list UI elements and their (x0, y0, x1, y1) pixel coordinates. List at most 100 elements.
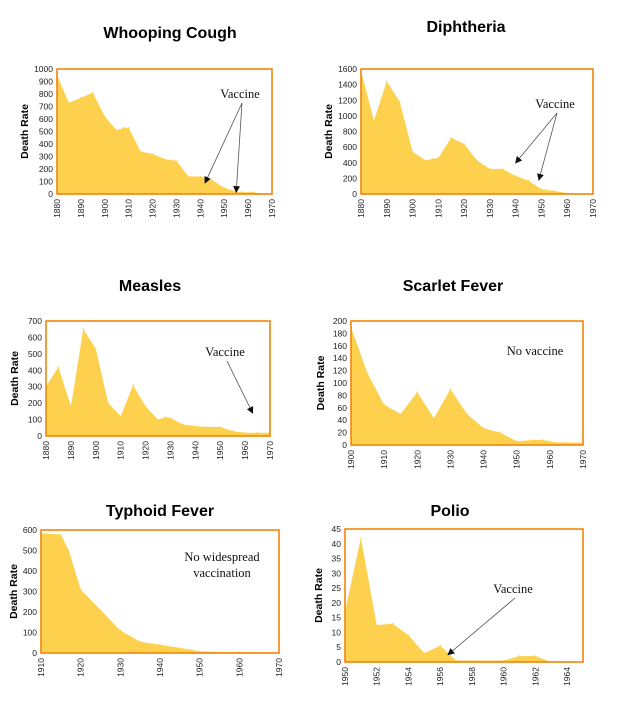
data-point (518, 655, 521, 657)
data-point (433, 417, 435, 420)
data-point (540, 188, 543, 191)
annotation-text: Vaccine (493, 582, 533, 596)
x-tick-label: 1956 (435, 667, 445, 686)
y-tick-label: 0 (32, 648, 37, 658)
x-tick-label: 1950 (195, 658, 205, 677)
x-tick-label: 1890 (76, 199, 86, 218)
x-tick-label: 1964 (562, 667, 572, 686)
data-point (542, 439, 544, 441)
x-tick-label: 1910 (433, 199, 443, 218)
data-point (132, 384, 134, 386)
x-tick-label: 1970 (578, 450, 588, 469)
y-tick-label: 1400 (338, 80, 357, 90)
data-point (104, 115, 106, 118)
x-tick-label: 1962 (530, 667, 540, 686)
data-point (502, 659, 505, 662)
data-point (545, 189, 548, 191)
chart-title: Whooping Cough (103, 25, 236, 42)
y-tick-label: 15 (332, 613, 342, 623)
x-tick-label: 1900 (100, 199, 110, 218)
data-point (360, 537, 362, 539)
data-point (190, 649, 193, 651)
y-tick-label: 40 (332, 539, 342, 549)
data-point (82, 328, 85, 331)
annotation-arrow (447, 597, 516, 656)
y-tick-label: 1000 (34, 64, 53, 74)
area-series (361, 70, 593, 194)
y-tick-label: 120 (333, 366, 347, 376)
data-point (252, 191, 254, 193)
annotation-arrow (233, 102, 243, 194)
area-series (57, 75, 272, 194)
y-tick-label: 700 (39, 102, 53, 112)
y-tick-label: 5 (336, 642, 341, 652)
data-point (466, 413, 468, 415)
y-tick-label: 200 (39, 164, 53, 174)
area-series (345, 537, 583, 662)
y-tick-label: 300 (39, 152, 53, 162)
x-tick-label: 1940 (190, 441, 200, 460)
area-series (46, 329, 270, 436)
y-tick-label: 20 (338, 428, 348, 438)
y-tick-label: 100 (39, 177, 53, 187)
y-tick-label: 30 (332, 568, 342, 578)
data-point (187, 175, 190, 178)
data-point (175, 160, 178, 162)
data-point (179, 647, 181, 649)
x-tick-label: 1880 (356, 199, 366, 218)
data-point (127, 127, 130, 129)
y-tick-label: 10 (332, 627, 342, 637)
y-tick-label: 800 (343, 127, 357, 137)
data-point (502, 168, 504, 170)
data-point (92, 92, 94, 94)
x-tick-label: 1930 (171, 199, 181, 218)
chart-whooping-cough: Whooping Cough 0 100 200 300 400 500 600 700 800 9… (19, 25, 277, 218)
y-tick-label: 100 (333, 378, 347, 388)
x-tick-label: 1960 (545, 450, 555, 469)
y-tick-label: 35 (332, 554, 342, 564)
data-point (60, 533, 62, 536)
data-point (514, 175, 517, 177)
y-tick-label: 800 (39, 89, 53, 99)
data-point (211, 179, 214, 182)
chart-title: Polio (430, 503, 469, 520)
plot-frame (56, 68, 273, 195)
data-point (199, 175, 202, 178)
chart-title: Scarlet Fever (403, 278, 504, 295)
x-tick-label: 1900 (408, 199, 418, 218)
x-tick-label: 1890 (66, 441, 76, 460)
y-tick-label: 200 (343, 173, 357, 183)
data-point (144, 405, 147, 408)
annotation-text: No vaccine (507, 344, 564, 358)
x-tick-label: 1920 (148, 199, 158, 218)
x-tick-label: 1970 (267, 199, 277, 218)
annotation-arrow (204, 102, 243, 184)
data-point (450, 137, 453, 139)
data-point (463, 143, 465, 145)
y-tick-label: 160 (333, 341, 347, 351)
y-tick-label: 1000 (338, 111, 357, 121)
chart-title: Measles (119, 278, 181, 295)
x-tick-label: 1950 (215, 441, 225, 460)
data-point (534, 655, 537, 657)
area-series (41, 533, 279, 653)
y-tick-label: 0 (336, 657, 341, 667)
y-tick-label: 25 (332, 583, 342, 593)
x-tick-label: 1960 (243, 199, 253, 218)
plot-frame (344, 528, 584, 663)
data-point (383, 403, 385, 406)
y-tick-label: 600 (23, 525, 37, 535)
y-tick-label: 60 (338, 403, 348, 413)
chart-typhoid-fever: Typhoid Fever 0 100 200 300 400 500 600 1910 1920… (8, 503, 284, 677)
x-tick-label: 1910 (124, 199, 134, 218)
x-tick-label: 1880 (41, 441, 51, 460)
y-tick-label: 140 (333, 353, 347, 363)
data-point (231, 430, 234, 432)
x-tick-label: 1910 (379, 450, 389, 469)
data-point (198, 650, 201, 653)
data-point (139, 640, 141, 643)
data-point (499, 431, 501, 434)
data-point (432, 158, 435, 160)
y-axis-label: Death Rate (313, 568, 325, 623)
data-point (439, 644, 442, 647)
